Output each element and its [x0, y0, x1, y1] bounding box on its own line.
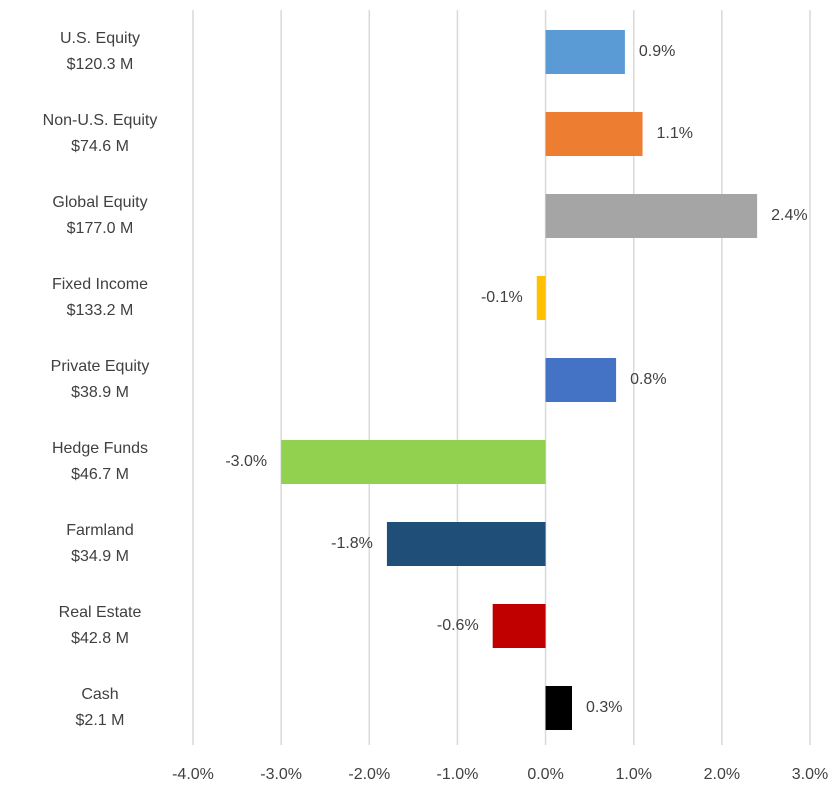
x-tick-label: 1.0% [615, 766, 651, 783]
category-sublabel: $177.0 M [67, 220, 134, 237]
category-sublabel: $74.6 M [71, 138, 129, 155]
value-label: 0.8% [630, 371, 666, 388]
category-label: Hedge Funds [52, 440, 148, 457]
category-label: Cash [81, 686, 118, 703]
bar [545, 112, 643, 156]
value-label: -1.8% [331, 535, 373, 552]
x-tick-label: -1.0% [437, 766, 479, 783]
value-label: 1.1% [657, 125, 693, 142]
category-sublabel: $120.3 M [67, 56, 134, 73]
x-tick-label: -2.0% [348, 766, 390, 783]
x-tick-label: 2.0% [704, 766, 740, 783]
bar [545, 358, 617, 402]
category-label: Farmland [66, 522, 134, 539]
value-label: -0.6% [437, 617, 479, 634]
category-sublabel: $133.2 M [67, 302, 134, 319]
category-label: Global Equity [52, 194, 147, 211]
category-sublabel: $34.9 M [71, 548, 129, 565]
category-label: U.S. Equity [60, 30, 140, 47]
category-sublabel: $38.9 M [71, 384, 129, 401]
category-sublabel: $2.1 M [76, 712, 125, 729]
bar [545, 686, 573, 730]
category-label: Real Estate [59, 604, 142, 621]
value-label: 2.4% [771, 207, 807, 224]
value-label: 0.9% [639, 43, 675, 60]
value-label: 0.3% [586, 699, 622, 716]
category-sublabel: $42.8 M [71, 630, 129, 647]
bar [281, 440, 546, 484]
category-sublabel: $46.7 M [71, 466, 129, 483]
x-tick-label: -3.0% [260, 766, 302, 783]
value-label: -3.0% [225, 453, 267, 470]
x-tick-label: 0.0% [527, 766, 563, 783]
value-label: -0.1% [481, 289, 523, 306]
x-tick-label: -4.0% [172, 766, 214, 783]
category-label: Non-U.S. Equity [43, 112, 158, 129]
bar [545, 194, 758, 238]
x-tick-label: 3.0% [792, 766, 828, 783]
bar [386, 522, 546, 566]
category-label: Fixed Income [52, 276, 148, 293]
category-label: Private Equity [51, 358, 150, 375]
bar [545, 30, 625, 74]
bar [536, 276, 546, 320]
bar [492, 604, 546, 648]
